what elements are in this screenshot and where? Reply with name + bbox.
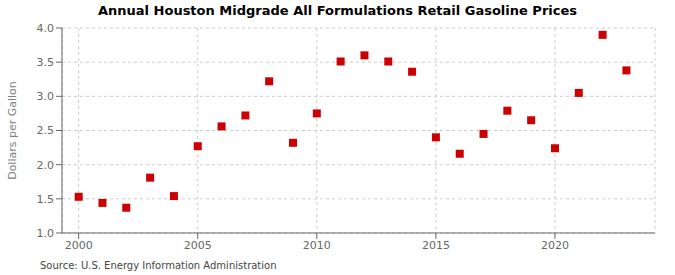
svg-text:Dollars per Gallon: Dollars per Gallon xyxy=(8,81,19,180)
svg-text:2010: 2010 xyxy=(303,239,331,252)
svg-text:1.0: 1.0 xyxy=(37,227,55,240)
svg-text:2005: 2005 xyxy=(184,239,212,252)
svg-text:1.5: 1.5 xyxy=(37,193,55,206)
svg-text:2.5: 2.5 xyxy=(37,124,55,137)
svg-text:2015: 2015 xyxy=(422,239,450,252)
svg-text:2000: 2000 xyxy=(65,239,93,252)
html-text:Source: U.S. Energy Informatio: Source: U.S. Energy Information Administ… xyxy=(40,260,277,271)
svg-text:4.0: 4.0 xyxy=(37,22,55,35)
svg-text:2.0: 2.0 xyxy=(37,159,55,172)
svg-text:3.5: 3.5 xyxy=(37,56,55,69)
html-text:Annual Houston Midgrade All Fo: Annual Houston Midgrade All Formulations… xyxy=(98,3,577,18)
svg-text:2020: 2020 xyxy=(541,239,569,252)
svg-text:3.0: 3.0 xyxy=(37,90,55,103)
